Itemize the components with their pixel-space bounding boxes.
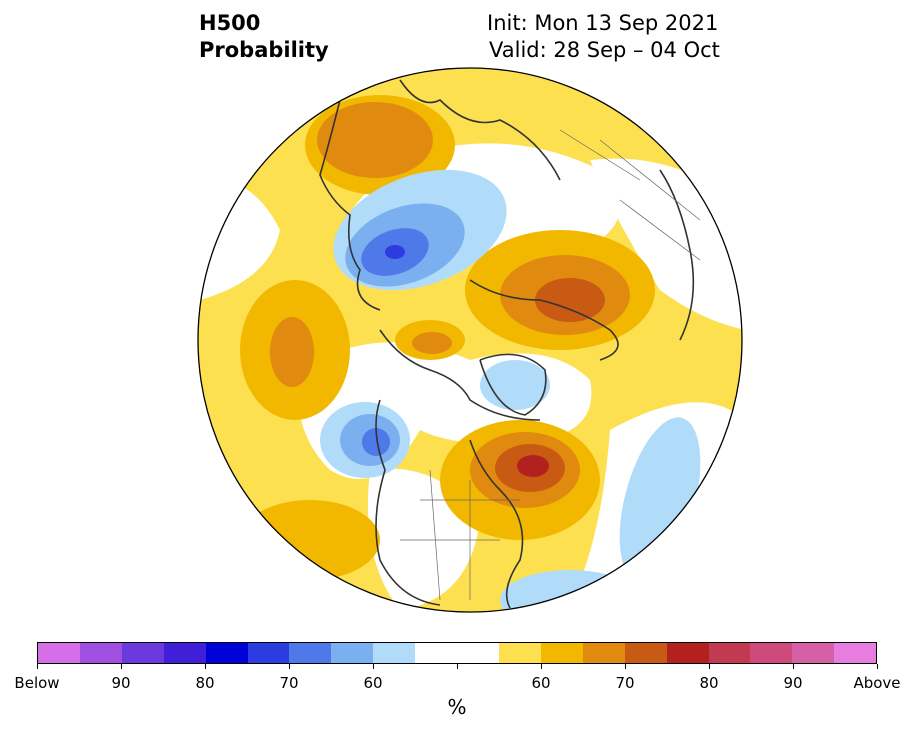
colorbar-tick <box>289 664 290 669</box>
colorbar-segment <box>205 643 248 663</box>
product-title: Probability <box>199 38 329 62</box>
variable-title: H500 <box>199 11 261 35</box>
colorbar-segment <box>834 643 877 663</box>
colorbar-segment <box>666 643 709 663</box>
coastline-europe-north <box>469 279 619 361</box>
coastline-greenland <box>479 353 547 416</box>
colorbar-tick <box>877 664 878 669</box>
coastline-europe-west <box>659 169 695 341</box>
colorbar-segment <box>331 643 374 663</box>
colorbar-segment <box>289 643 332 663</box>
colorbar-tick-label: 90 <box>111 674 131 692</box>
colorbar-tick-label: 70 <box>615 674 635 692</box>
colorbar-segment <box>79 643 122 663</box>
colorbar-segment <box>415 643 458 663</box>
orange-anomaly-siberia <box>317 102 433 178</box>
colorbar-unit: % <box>447 695 467 719</box>
red-anomaly-hudson <box>517 455 549 477</box>
init-date: Init: Mon 13 Sep 2021 <box>487 11 719 35</box>
orange-anomaly-arctic-ocean <box>412 332 452 354</box>
coastline-siberia-north <box>399 79 561 181</box>
coastlines <box>319 79 695 609</box>
border-lines-north-america <box>400 469 520 601</box>
colorbar-segment <box>457 643 499 663</box>
colorbar-segment <box>38 643 80 663</box>
border-lines-eurasia <box>559 129 701 261</box>
colorbar-segment <box>582 643 625 663</box>
valid-period: Valid: 28 Sep – 04 Oct <box>489 38 720 62</box>
dark-orange-anomaly-scandinavia <box>535 278 605 322</box>
colorbar-segment <box>498 643 541 663</box>
colorbar-segment <box>163 643 206 663</box>
colorbar-segment <box>624 643 667 663</box>
coastline-north-america-west <box>375 399 441 606</box>
colorbar-tick <box>37 664 38 669</box>
orange-anomaly-pacific <box>270 317 314 387</box>
colorbar-tick <box>457 664 458 669</box>
colorbar-segment <box>247 643 290 663</box>
probability-colorbar <box>37 642 877 664</box>
colorbar-segment <box>708 643 751 663</box>
colorbar-tick-label: Below <box>14 674 60 692</box>
colorbar-tick-label: 60 <box>363 674 383 692</box>
colorbar-tick-label: 80 <box>699 674 719 692</box>
colorbar-segment <box>121 643 164 663</box>
light-blue-anomaly-southeast <box>500 570 640 612</box>
colorbar-tick <box>625 664 626 669</box>
colorbar-tick-label: 90 <box>783 674 803 692</box>
colorbar-tick <box>205 664 206 669</box>
probability-map <box>197 67 743 613</box>
map-fill <box>198 68 742 612</box>
gold-anomaly-west-coast <box>240 500 380 580</box>
title-block-left: H500 Probability <box>199 10 329 64</box>
title-block-right: Init: Mon 13 Sep 2021 Valid: 28 Sep – 04… <box>487 10 720 64</box>
colorbar-segment <box>373 643 416 663</box>
colorbar-tick-label: Above <box>853 674 901 692</box>
medium-blue-anomaly-alaska <box>362 428 390 456</box>
colorbar-tick <box>709 664 710 669</box>
colorbar-segment <box>750 643 793 663</box>
colorbar-tick-label: 80 <box>195 674 215 692</box>
colorbar-segment <box>792 643 835 663</box>
colorbar-tick <box>793 664 794 669</box>
colorbar-tick-label: 70 <box>279 674 299 692</box>
colorbar-tick <box>373 664 374 669</box>
coastline-north-america-east <box>469 439 524 609</box>
dark-blue-anomaly-siberia <box>385 245 405 259</box>
map-boundary-circle <box>197 67 743 613</box>
political-borders <box>400 129 701 601</box>
coastline-east-asia <box>319 99 381 311</box>
colorbar-tick <box>121 664 122 669</box>
coastline-arctic-canada <box>379 329 541 421</box>
colorbar-segment <box>540 643 583 663</box>
colorbar-tick-label: 60 <box>531 674 551 692</box>
colorbar-tick <box>541 664 542 669</box>
